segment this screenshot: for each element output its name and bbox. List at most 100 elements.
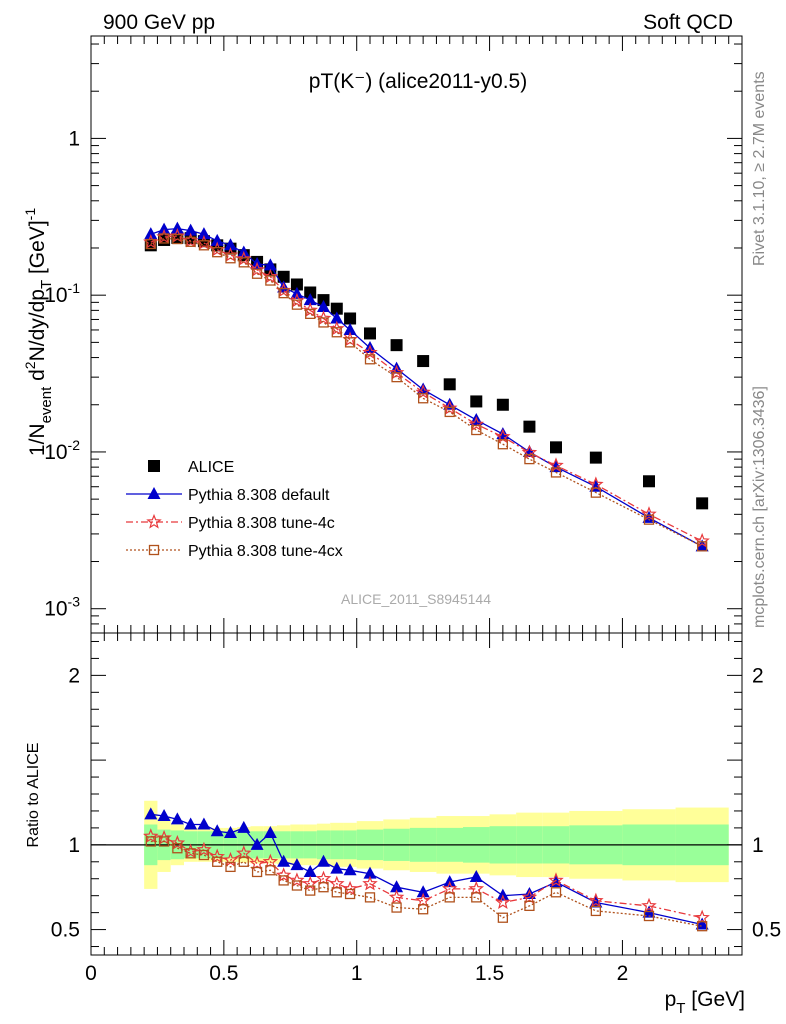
tune4c-point [329,320,345,336]
default-ratio-point [303,864,317,877]
default-point [157,222,171,235]
tune4c-ratio-point [289,872,305,888]
default-ratio-point [343,863,357,876]
legend-label-tune4cx: Pythia 8.308 tune-4cx [188,543,343,560]
tune4cx-point [278,288,289,299]
spectrum-panel: pT(K⁻) (alice2011-y0.5) ALICE_2011_S8945… [22,35,743,634]
tune4cx-point [550,467,562,478]
tune4c-point [236,250,252,266]
tune4cx-point [198,240,210,251]
tune4cx-point [497,439,509,450]
tune4cx-point [185,236,196,247]
x-label-part: T [676,1000,685,1017]
tune4cx-point [212,247,223,258]
tune4cx-ratio-point [497,912,509,923]
tune4cx-ratio-point [278,875,289,886]
default-ratio-point [184,817,198,830]
alice-point [417,355,430,368]
y-label-part: 1/N [26,423,49,456]
tune4c-point [415,384,431,399]
alice-point [330,302,343,315]
legend-label-default: Pythia 8.308 default [188,487,330,504]
tune4c-ratio-point [362,875,378,891]
tune4c-point [441,400,458,415]
mcplots-label: mcplots.cern.ch [arXiv:1306.3436] [751,386,768,628]
tune4c-ratio-point [315,870,332,886]
ratio-y-tick-label: 1 [68,834,80,857]
tune4cx-ratio-point [225,861,236,873]
default-ratio-point [277,854,291,867]
legend: ALICE Pythia 8.308 default Pythia 8.308 tu… [126,459,343,560]
y-label-part: event [38,386,55,424]
tune4cx-ratio-point [417,904,429,915]
default-point [343,322,357,335]
legend-marker-alice [148,460,160,472]
default-ratio-point [363,866,377,879]
x-tick-label: 1.5 [475,962,504,985]
series-default [144,221,709,552]
default-point [303,293,317,306]
y-tick-label-base: 10 [44,441,67,464]
default-ratio-point [210,824,224,837]
alice-point [643,475,655,488]
y-label-part: d [26,369,49,387]
header-right: Soft QCD [643,11,733,34]
default-point [317,300,330,313]
y-label-part: -1 [22,208,38,221]
tune4c-point [694,532,710,548]
tune4cx-ratio-point [364,892,376,903]
tune4cx-ratio-point [696,921,708,932]
tune4c-point [388,364,405,380]
tune4c-ratio-point [275,867,292,882]
alice-point [523,420,536,433]
x-tick-label: 0.5 [209,962,238,985]
tune4c-ratio-point [196,841,212,857]
y-label-part: [GeV] [26,220,49,280]
x-label-part: [GeV] [685,988,745,1011]
default-point [210,233,224,246]
default-ratio-point [317,854,330,867]
tune4cx-point [444,406,455,418]
tune4cx-point [305,308,316,320]
tune4cx-point [364,354,376,365]
default-point [144,227,158,240]
tune4cx-ratio-point [344,888,356,900]
tune4c-point [588,476,604,492]
tune4cx-point [145,238,156,250]
tune4cx-ratio-point [145,836,156,847]
alice-point [443,378,456,391]
tune4cx-point [344,337,356,348]
tune4cx-ratio-point [550,887,562,898]
tune4cx-ratio-point [524,900,535,912]
rivet-label: Rivet 3.1.10, ≥ 2.7M events [751,71,768,266]
tune4cx-point [225,253,236,264]
tune4cx-ratio-point [318,882,329,893]
y-tick-label-exp: -3 [68,594,81,610]
tune4cx-ratio-point [471,892,482,903]
tune4cx-point [291,299,303,310]
default-point [224,238,237,251]
tune4c-ratio-point [169,834,186,850]
default-point [263,258,277,271]
tune4cx-ratio-point [172,843,183,854]
y-tick-label: 10-2 [44,437,80,464]
tune4cx-ratio-point [251,866,263,878]
analysis-watermark: ALICE_2011_S8945144 [341,591,491,607]
default-point [695,539,709,552]
tune4c-ratio-point [441,880,458,896]
legend-marker-default [147,487,161,499]
tune4c-ratio-point [521,889,538,904]
default-ratio-point [469,870,483,883]
tune4c-ratio-point [388,889,405,904]
default-ratio-point [522,886,536,899]
alice-point [390,339,403,352]
default-point [170,221,184,234]
tune4c-ratio-point [468,880,485,896]
default-point [496,427,510,440]
y-tick-label-exp: -2 [68,437,81,453]
tune4c-point [641,506,657,521]
tune4c-ratio-point [249,855,265,871]
bottom-frame [90,632,743,956]
ratio-y-tick-label-right: 1 [752,834,764,857]
tune4cx-ratio-point [643,910,655,922]
